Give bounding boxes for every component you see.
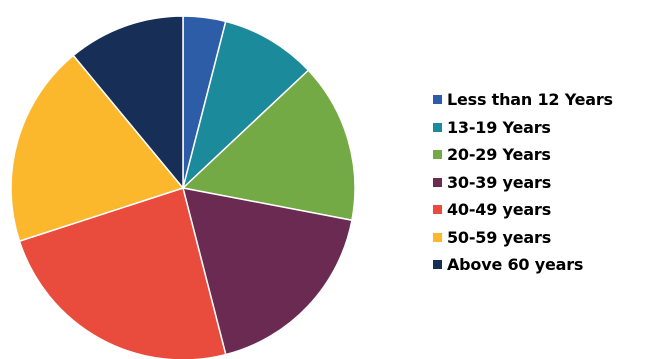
legend-label: 50-59 years xyxy=(447,227,552,247)
legend-item-3: 30-39 years xyxy=(433,169,613,197)
pie-slice-4 xyxy=(18,187,227,359)
legend-swatch xyxy=(433,177,442,187)
legend-swatch xyxy=(433,122,442,132)
legend-item-5: 50-59 years xyxy=(433,224,613,252)
legend-label: 13-19 Years xyxy=(447,117,551,137)
legend-swatch xyxy=(433,205,442,215)
legend-swatch xyxy=(433,260,442,270)
pie-slice-2 xyxy=(181,69,356,222)
pie-slices xyxy=(10,15,356,359)
legend-label: Above 60 years xyxy=(447,255,584,275)
legend-label: 30-39 years xyxy=(447,172,552,192)
legend-item-0: Less than 12 Years xyxy=(433,86,613,114)
legend-label: 20-29 Years xyxy=(447,145,551,165)
legend-item-1: 13-19 Years xyxy=(433,114,613,142)
legend-swatch xyxy=(433,150,442,160)
legend-item-4: 40-49 years xyxy=(433,196,613,224)
legend-label: 40-49 years xyxy=(447,200,552,220)
legend: Less than 12 Years 13-19 Years 20-29 Years… xyxy=(433,86,613,279)
legend-label: Less than 12 Years xyxy=(447,90,613,110)
pie-slice-3 xyxy=(181,187,353,356)
pie-slice-1 xyxy=(181,20,310,191)
legend-item-2: 20-29 Years xyxy=(433,141,613,169)
pie-slice-6 xyxy=(72,15,184,191)
legend-swatch xyxy=(433,95,442,105)
legend-item-6: Above 60 years xyxy=(433,251,613,279)
legend-swatch xyxy=(433,232,442,242)
pie-slice-5 xyxy=(10,54,185,243)
